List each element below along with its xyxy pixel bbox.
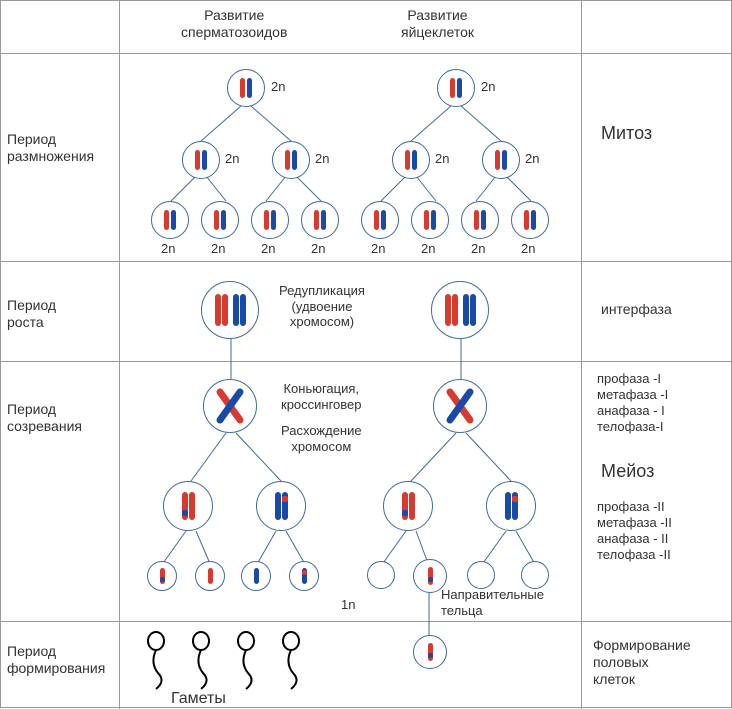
header-sperm: Развитие сперматозоидов bbox=[181, 7, 287, 41]
cell-2n bbox=[272, 141, 310, 179]
crossover-icon bbox=[440, 386, 480, 426]
label-mitosis: Митоз bbox=[601, 123, 652, 145]
label-2n: 2n bbox=[311, 241, 325, 257]
label-2n: 2n bbox=[225, 151, 239, 167]
label-phase2-0: профаза -II bbox=[597, 499, 665, 515]
cell-2n bbox=[511, 201, 549, 239]
row-label-growth: Период роста bbox=[7, 297, 56, 331]
cell-polar-body bbox=[367, 561, 395, 589]
crossover-icon bbox=[210, 386, 250, 426]
label-2n: 2n bbox=[521, 241, 535, 257]
header-egg: Развитие яйцеклеток bbox=[401, 7, 474, 41]
row-label-mult: Период размножения bbox=[7, 131, 94, 165]
label-formation-right: Формирование половых клеток bbox=[593, 637, 691, 687]
cell-haploid bbox=[241, 561, 271, 591]
cell-crossover bbox=[433, 379, 487, 433]
label-phase1-1: метафаза -I bbox=[597, 387, 668, 403]
cell-2n bbox=[461, 201, 499, 239]
diagram-root: Развитие сперматозоидов Развитие яйцекле… bbox=[0, 0, 732, 708]
label-2n: 2n bbox=[211, 241, 225, 257]
cell-2n bbox=[482, 141, 520, 179]
label-conj: Коньюгация, кроссинговер bbox=[281, 381, 362, 412]
cell-2n bbox=[151, 201, 189, 239]
cell-dyad bbox=[256, 481, 306, 531]
cell-2n bbox=[437, 69, 475, 107]
label-2n: 2n bbox=[421, 241, 435, 257]
label-phase1-3: телофаза-I bbox=[597, 419, 663, 435]
label-2n: 2n bbox=[315, 151, 329, 167]
label-phase2-3: телофаза -II bbox=[597, 547, 671, 563]
label-redup: Редупликация (удвоение хромосом) bbox=[279, 283, 365, 330]
label-2n: 2n bbox=[471, 241, 485, 257]
label-2n: 2n bbox=[435, 151, 449, 167]
cell-2n bbox=[227, 69, 265, 107]
cell-2n bbox=[361, 201, 399, 239]
cell-reduplicated bbox=[431, 281, 489, 339]
label-2n: 2n bbox=[481, 79, 495, 95]
cell-haploid bbox=[147, 561, 177, 591]
cell-haploid bbox=[195, 561, 225, 591]
cell-2n bbox=[182, 141, 220, 179]
label-disj: Расхождение хромосом bbox=[281, 423, 362, 454]
cell-dyad bbox=[486, 481, 536, 531]
cell-egg-formed bbox=[413, 635, 447, 669]
label-meiosis: Мейоз bbox=[601, 461, 654, 483]
label-2n: 2n bbox=[161, 241, 175, 257]
sperm-icons bbox=[141, 631, 341, 691]
cell-2n bbox=[251, 201, 289, 239]
divider-v bbox=[581, 1, 582, 709]
divider-h bbox=[1, 261, 732, 262]
row-label-form: Период формирования bbox=[7, 643, 105, 677]
label-1n: 1n bbox=[341, 597, 355, 613]
cell-crossover bbox=[203, 379, 257, 433]
connectors bbox=[1, 1, 732, 709]
label-phase1-2: анафаза - I bbox=[597, 403, 665, 419]
cell-dyad bbox=[163, 481, 213, 531]
divider-v bbox=[119, 1, 120, 709]
cell-polar-body bbox=[467, 561, 495, 589]
cell-2n bbox=[201, 201, 239, 239]
label-polar: Направительные тельца bbox=[441, 587, 544, 618]
cell-2n bbox=[301, 201, 339, 239]
divider-h bbox=[1, 53, 732, 54]
label-phase1-0: профаза -I bbox=[597, 371, 661, 387]
label-2n: 2n bbox=[525, 151, 539, 167]
cell-polar-body bbox=[521, 561, 549, 589]
label-interphase: интерфаза bbox=[601, 301, 672, 318]
label-phase2-2: анафаза - II bbox=[597, 531, 668, 547]
label-phase2-1: метафаза -II bbox=[597, 515, 672, 531]
row-label-mat: Период созревания bbox=[7, 401, 82, 435]
cell-haploid bbox=[289, 561, 319, 591]
cell-dyad bbox=[383, 481, 433, 531]
cell-2n bbox=[392, 141, 430, 179]
label-2n: 2n bbox=[371, 241, 385, 257]
label-2n: 2n bbox=[261, 241, 275, 257]
cell-reduplicated bbox=[201, 281, 259, 339]
cell-2n bbox=[411, 201, 449, 239]
divider-h bbox=[1, 361, 732, 362]
divider-h bbox=[1, 621, 732, 622]
label-2n: 2n bbox=[271, 79, 285, 95]
label-gametes: Гаметы bbox=[171, 689, 226, 708]
